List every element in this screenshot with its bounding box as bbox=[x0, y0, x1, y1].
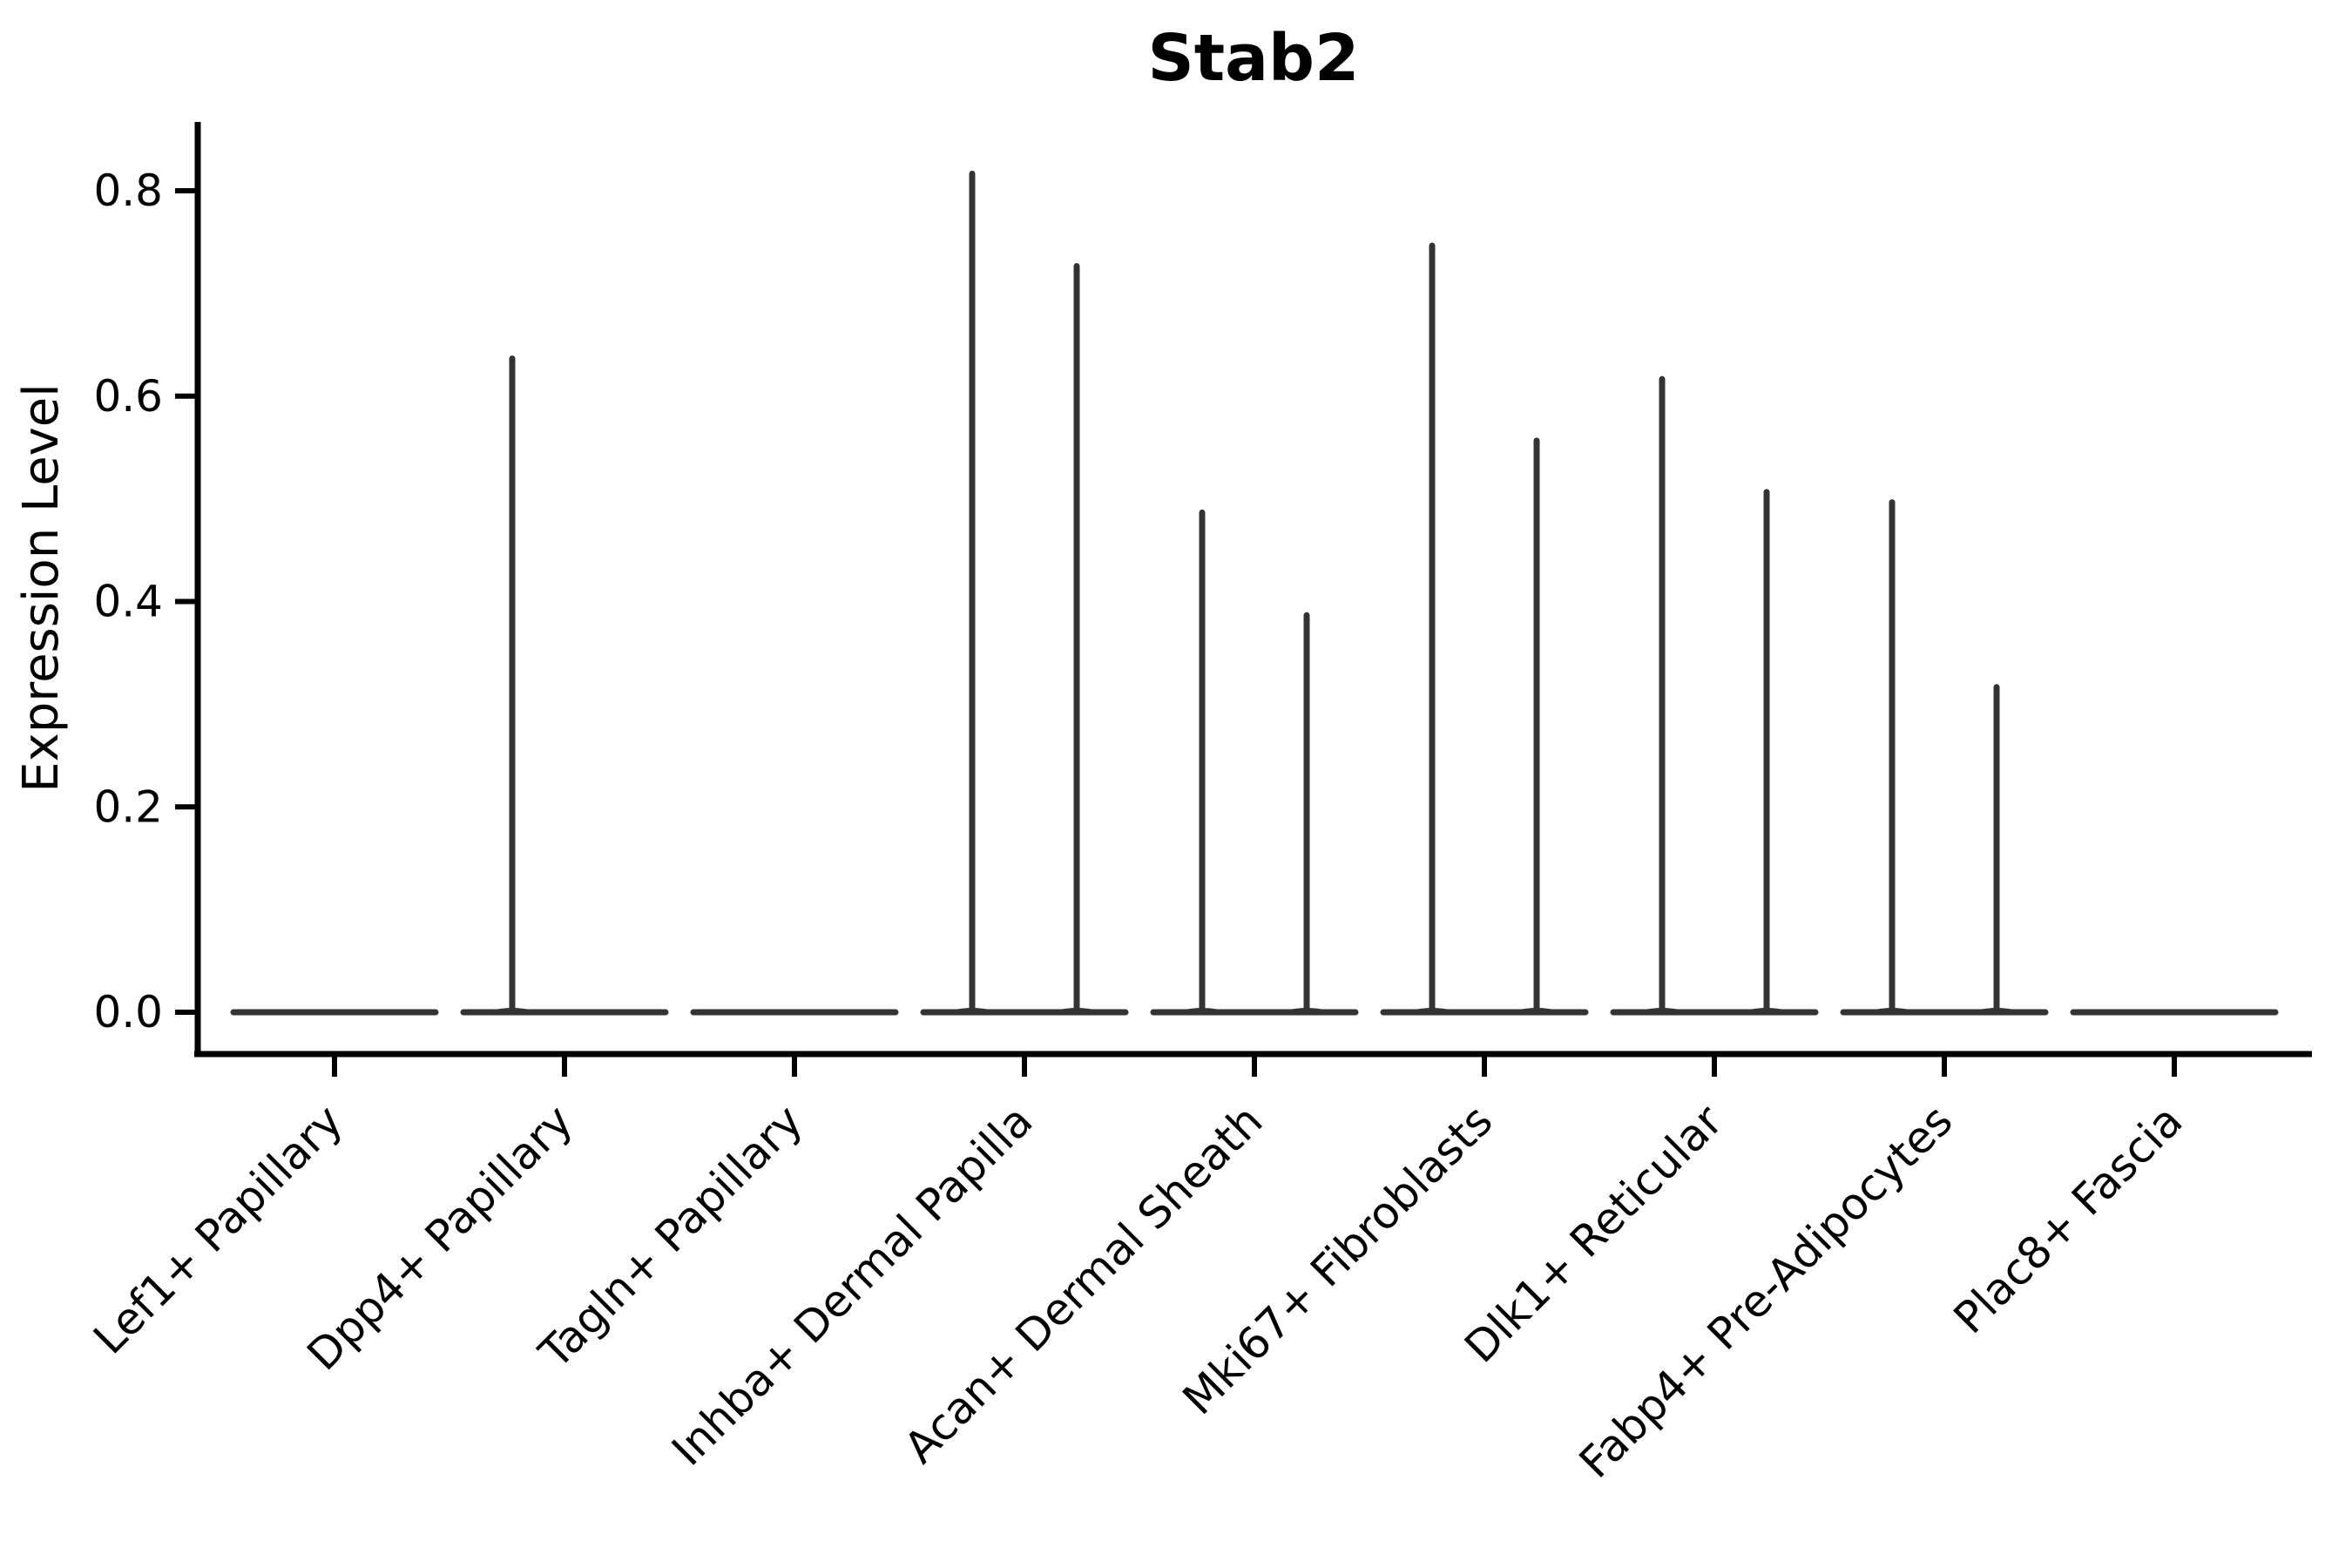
violin-category bbox=[460, 355, 669, 1016]
violin-base-flare bbox=[1282, 1008, 1331, 1011]
violin-base-flare bbox=[1512, 1008, 1561, 1011]
violin-category bbox=[1150, 509, 1359, 1016]
violin-base-flare bbox=[1408, 1008, 1456, 1011]
violin-category bbox=[1610, 375, 1819, 1016]
y-tick-label: 0.2 bbox=[93, 781, 163, 832]
violins bbox=[230, 170, 2279, 1016]
violin-base-flare bbox=[1742, 1008, 1791, 1011]
y-tick-label: 0.4 bbox=[93, 577, 163, 627]
chart-title: Stab2 bbox=[1147, 21, 1359, 96]
y-axis-ticks: 0.0 0.2 0.4 0.6 0.8 bbox=[93, 166, 198, 1037]
x-tick-label: Fabp4+ Pre-Adipocytes bbox=[1570, 1095, 1963, 1488]
x-tick-label: Plac8+ Fascia bbox=[1944, 1095, 2193, 1343]
violin-category bbox=[1840, 499, 2049, 1016]
violin-category bbox=[920, 170, 1129, 1016]
violin-base-flare bbox=[948, 1008, 997, 1011]
violin-category bbox=[1380, 242, 1589, 1016]
violin-base-flare bbox=[1638, 1008, 1686, 1011]
y-tick-label: 0.0 bbox=[93, 987, 163, 1037]
violin-base-flare bbox=[1052, 1008, 1101, 1011]
violin-base-flare bbox=[1972, 1008, 2021, 1011]
y-tick-label: 0.8 bbox=[93, 166, 163, 216]
violin-base-flare bbox=[488, 1008, 537, 1011]
x-tick-label: Lef1+ Papillary bbox=[84, 1095, 352, 1363]
violin-base-flare bbox=[1178, 1008, 1227, 1011]
y-tick-label: 0.6 bbox=[93, 371, 163, 422]
y-axis-label: Expression Level bbox=[13, 383, 70, 793]
violin-base-flare bbox=[1868, 1008, 1916, 1011]
